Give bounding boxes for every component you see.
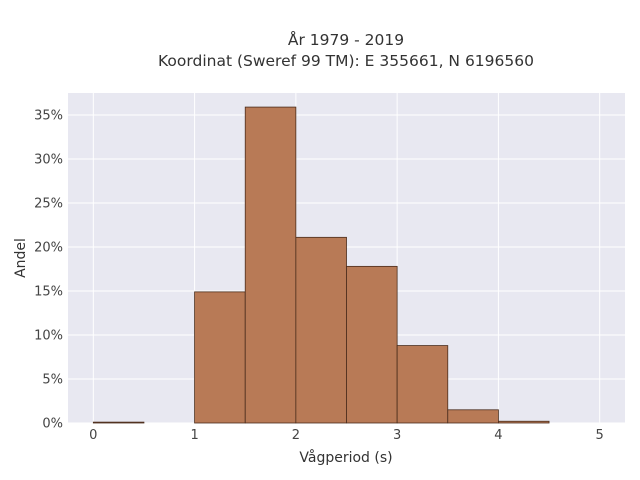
- chart-title-line-1: År 1979 - 2019: [288, 30, 404, 49]
- y-tick-label-1: 5%: [42, 373, 63, 388]
- y-tick-label-7: 35%: [34, 109, 63, 124]
- chart-title-line-2: Koordinat (Sweref 99 TM): E 355661, N 61…: [158, 52, 534, 70]
- histogram-bar-3: [244, 106, 297, 424]
- histogram-bar-0: [92, 421, 145, 424]
- x-tick-label-5: 5: [596, 428, 604, 443]
- histogram-bar-2: [194, 291, 246, 424]
- y-tick-label-5: 25%: [34, 197, 63, 212]
- y-tick-label-0: 0%: [42, 417, 63, 432]
- histogram-bar-8: [498, 420, 550, 424]
- y-tick-label-2: 10%: [34, 329, 63, 344]
- y-tick-label-4: 20%: [34, 241, 63, 256]
- y-tick-label-3: 15%: [34, 285, 63, 300]
- y-axis-label: Andel: [13, 238, 29, 278]
- x-tick-label-4: 4: [494, 428, 502, 443]
- x-tick-label-1: 1: [190, 428, 198, 443]
- y-axis-ticks: 0% 5% 10% 15% 20% 25% 30% 35%: [34, 109, 63, 432]
- histogram-bar-7: [447, 409, 499, 424]
- x-tick-label-2: 2: [292, 428, 300, 443]
- x-axis-label: Vågperiod (s): [299, 449, 392, 466]
- x-tick-label-0: 0: [89, 428, 97, 443]
- x-axis-ticks: 0 1 2 3 4 5: [89, 428, 604, 443]
- histogram-bar-4: [295, 236, 347, 424]
- x-tick-label-3: 3: [393, 428, 401, 443]
- y-tick-label-6: 30%: [34, 153, 63, 168]
- histogram-bar-5: [346, 265, 398, 424]
- histogram-bars: [92, 106, 550, 424]
- histogram-bar-6: [396, 345, 449, 424]
